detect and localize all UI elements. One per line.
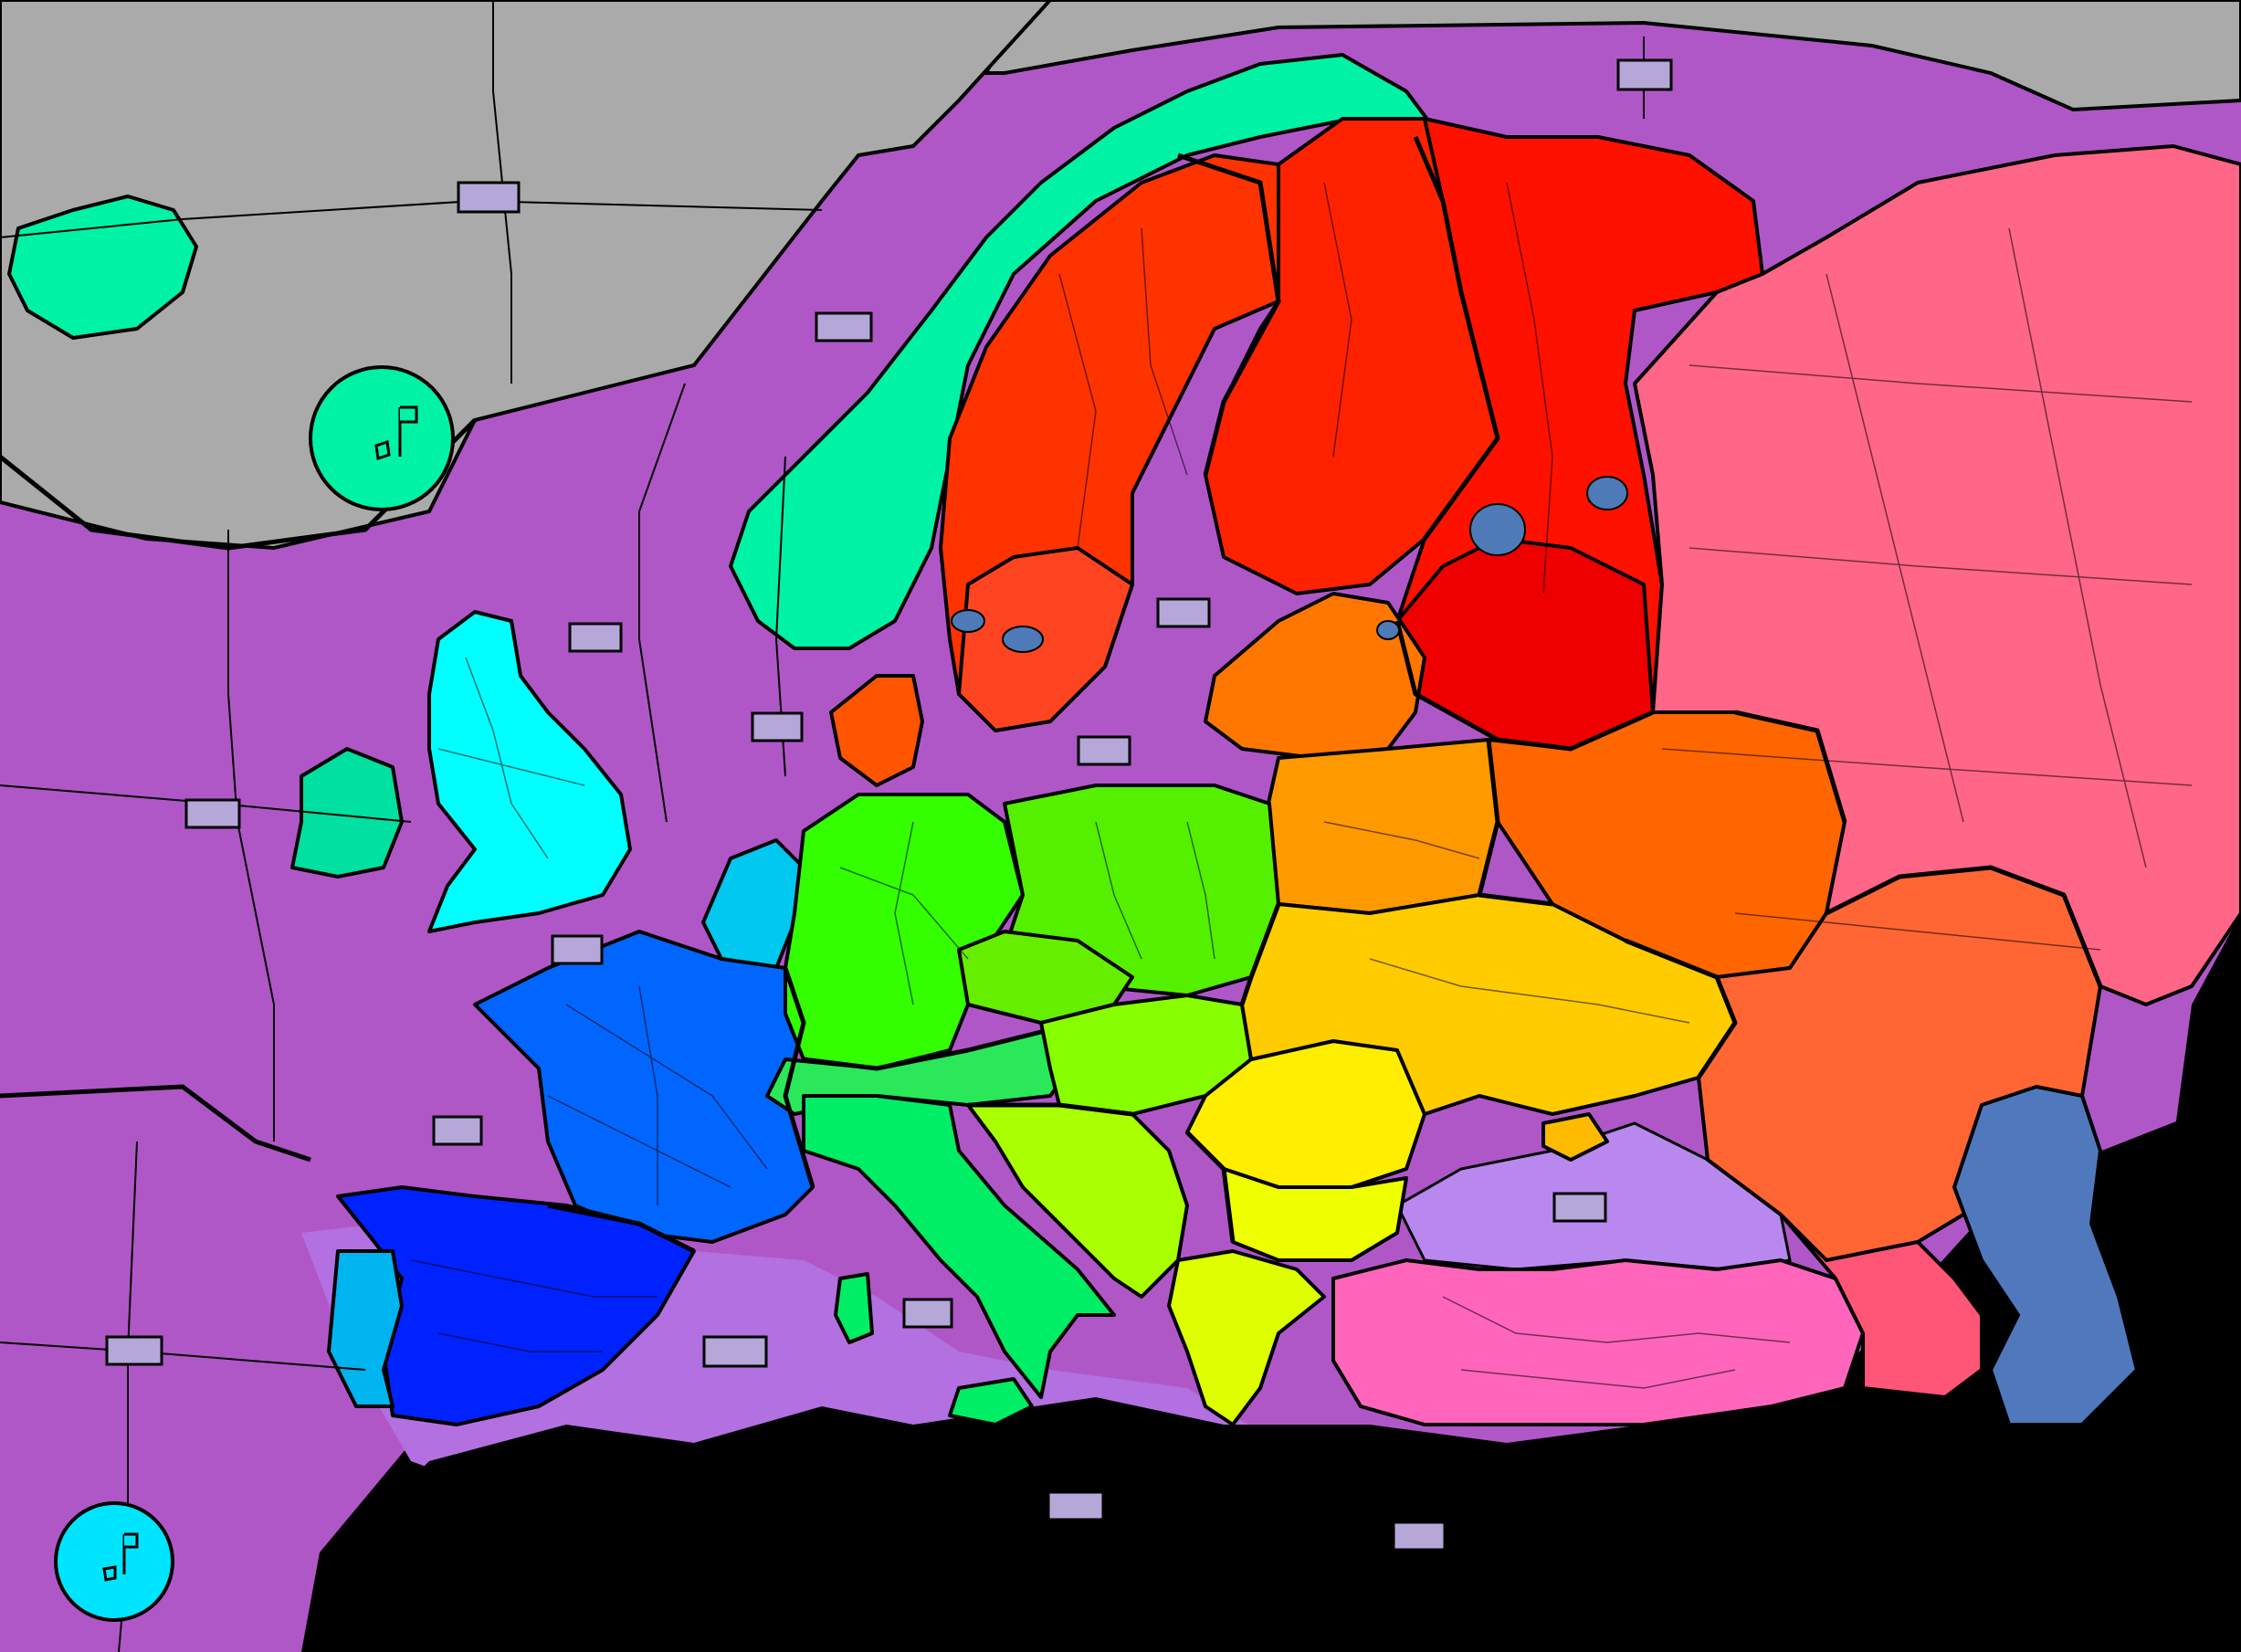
region-ireland[interactable] <box>290 747 404 879</box>
region-czechia[interactable] <box>957 930 1134 1025</box>
void-south <box>301 913 2241 1652</box>
flag-marker-icon <box>374 405 418 460</box>
sea-zone-atlantic-south[interactable] <box>105 1335 163 1366</box>
region-norway[interactable] <box>729 53 1436 650</box>
sea-zone-western-med[interactable] <box>702 1335 768 1368</box>
sea-zone-eastern-med[interactable] <box>1392 1520 1447 1552</box>
flag-marker-icon <box>102 1532 139 1582</box>
region-bulgaria[interactable] <box>1222 1167 1408 1262</box>
region-crimea[interactable] <box>1541 1112 1609 1162</box>
sea-zone-north-norway[interactable] <box>815 311 873 342</box>
province-lines <box>410 182 2193 1389</box>
sea-zone-baltic-north[interactable] <box>1156 597 1211 628</box>
sea-zone-bay-of-biscay[interactable] <box>432 1115 483 1146</box>
sea-zone-barents[interactable] <box>1616 58 1673 91</box>
sea-zone-norwegian[interactable] <box>457 181 521 214</box>
sea-zone-north-sea-north[interactable] <box>568 622 623 653</box>
sea-zone-black-sea[interactable] <box>1552 1192 1607 1223</box>
sea-zone-tyrrhenian[interactable] <box>902 1298 953 1329</box>
region-ukraine[interactable] <box>1240 893 1737 1116</box>
caspian-sea[interactable] <box>1952 1085 2139 1426</box>
region-sardinia[interactable] <box>834 1272 874 1344</box>
region-benelux[interactable] <box>701 838 805 970</box>
flag-marker-south[interactable] <box>54 1501 174 1622</box>
region-belarus[interactable] <box>1258 738 1499 915</box>
sea-zone-skagerrak[interactable] <box>751 711 804 742</box>
region-baltic-states[interactable] <box>1204 592 1426 760</box>
region-sweden-south[interactable] <box>957 546 1134 732</box>
sea-zone-central-med[interactable] <box>1047 1490 1105 1521</box>
sea-zone-baltic-south[interactable] <box>1077 735 1131 766</box>
sea-zone-english-channel[interactable] <box>551 934 604 965</box>
region-denmark[interactable] <box>829 674 924 787</box>
sea-zone-atlantic-north[interactable] <box>184 798 241 829</box>
flag-marker-north[interactable] <box>309 365 455 511</box>
region-italy[interactable] <box>802 1094 1116 1399</box>
sea-zone-markers <box>105 58 1673 1552</box>
lakes <box>951 476 1628 653</box>
region-greece[interactable] <box>1167 1249 1326 1426</box>
region-caucasus[interactable] <box>1779 1213 1983 1399</box>
region-sicily[interactable] <box>948 1377 1034 1426</box>
arctic-region-west[interactable] <box>0 0 1053 551</box>
